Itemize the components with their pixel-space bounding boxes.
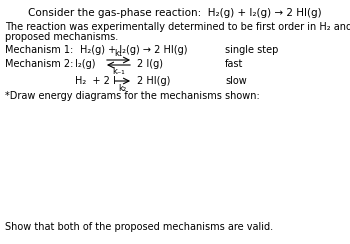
Text: k₋₁: k₋₁: [112, 67, 125, 75]
Text: 2 HI(g): 2 HI(g): [137, 76, 170, 86]
Text: proposed mechanisms.: proposed mechanisms.: [5, 32, 118, 42]
Text: Consider the gas-phase reaction:  H₂(g) + I₂(g) → 2 HI(g): Consider the gas-phase reaction: H₂(g) +…: [28, 8, 322, 18]
Text: k₂: k₂: [118, 84, 127, 93]
Text: single step: single step: [225, 45, 278, 55]
Text: fast: fast: [225, 59, 243, 69]
Text: 2 I(g): 2 I(g): [137, 59, 163, 69]
Text: The reaction was experimentally determined to be first order in H₂ and first ord: The reaction was experimentally determin…: [5, 22, 350, 32]
Text: k₁: k₁: [114, 50, 122, 59]
Text: I₂(g): I₂(g): [75, 59, 96, 69]
Text: Mechanism 1:: Mechanism 1:: [5, 45, 73, 55]
Text: Mechanism 2:: Mechanism 2:: [5, 59, 74, 69]
Text: *Draw energy diagrams for the mechanisms shown:: *Draw energy diagrams for the mechanisms…: [5, 91, 260, 101]
Text: Show that both of the proposed mechanisms are valid.: Show that both of the proposed mechanism…: [5, 222, 273, 232]
Text: H₂(g) + I₂(g) → 2 HI(g): H₂(g) + I₂(g) → 2 HI(g): [80, 45, 188, 55]
Text: H₂  + 2 I: H₂ + 2 I: [75, 76, 116, 86]
Text: slow: slow: [225, 76, 247, 86]
